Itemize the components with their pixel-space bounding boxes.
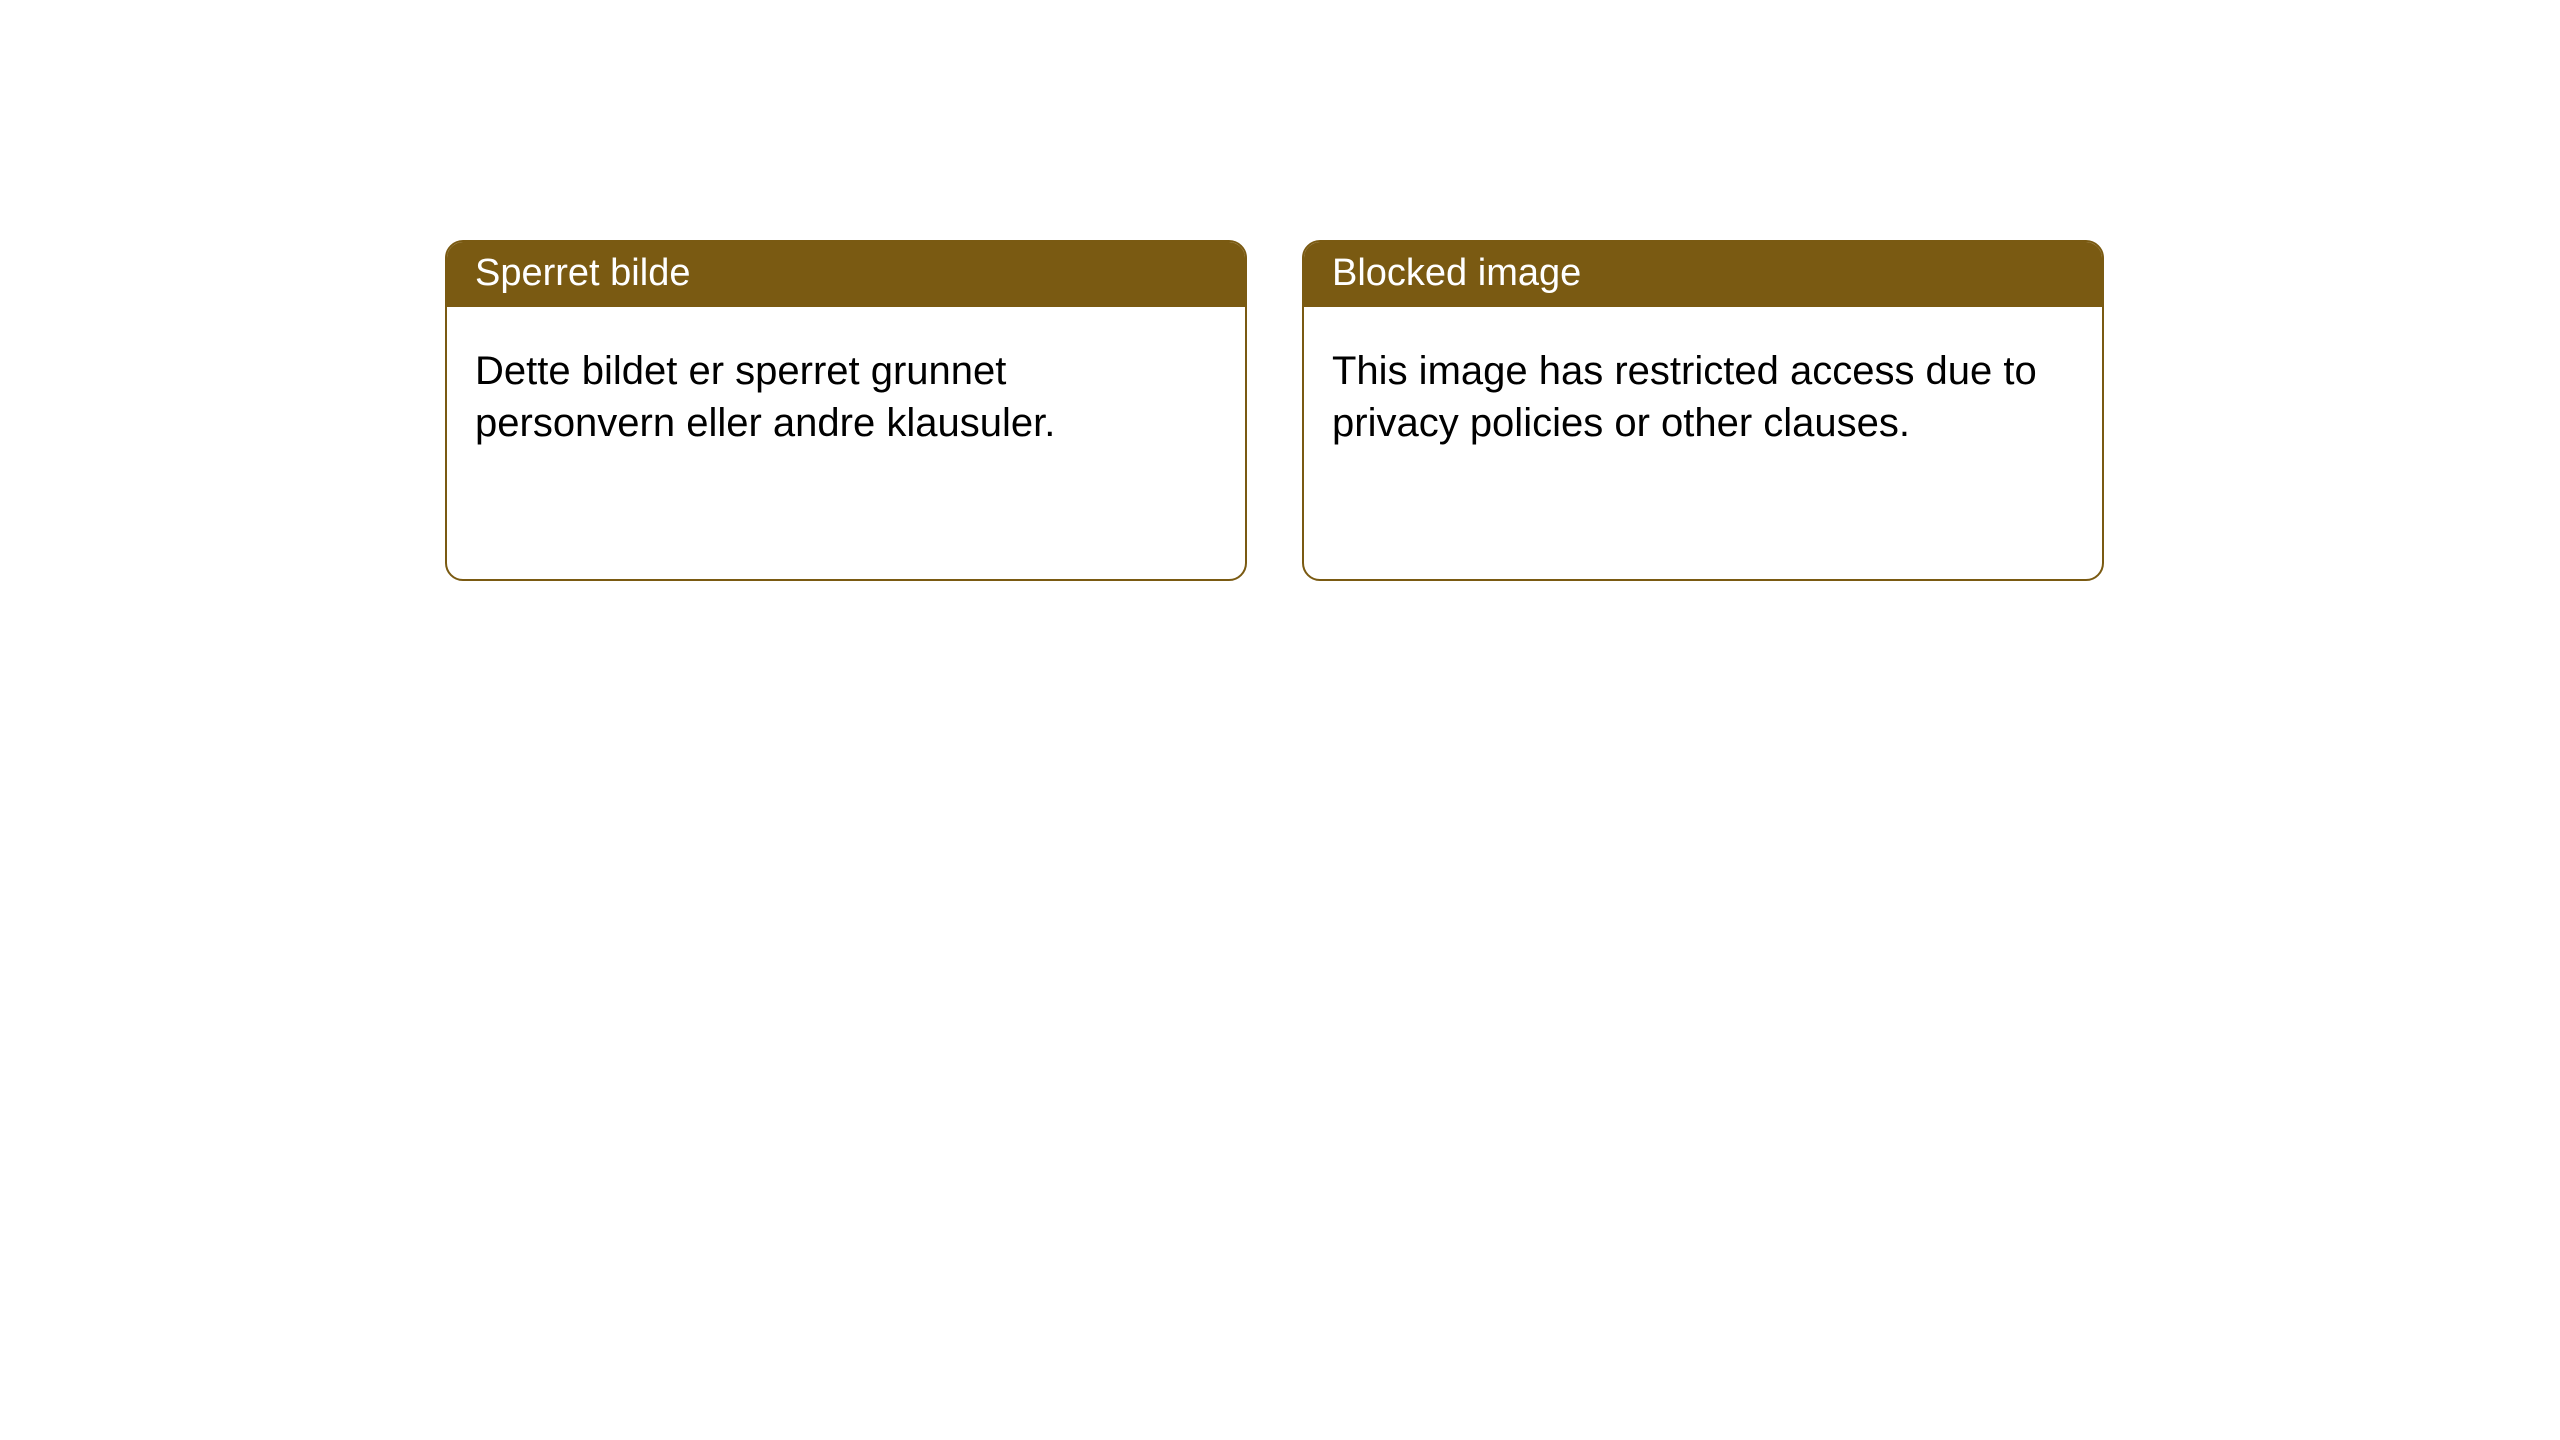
notice-body-norwegian: Dette bildet er sperret grunnet personve…	[447, 307, 1245, 579]
notice-header-english: Blocked image	[1304, 242, 2102, 307]
notice-header-norwegian: Sperret bilde	[447, 242, 1245, 307]
notice-card-norwegian: Sperret bilde Dette bildet er sperret gr…	[445, 240, 1247, 581]
notice-container: Sperret bilde Dette bildet er sperret gr…	[0, 0, 2560, 581]
notice-card-english: Blocked image This image has restricted …	[1302, 240, 2104, 581]
notice-body-english: This image has restricted access due to …	[1304, 307, 2102, 579]
